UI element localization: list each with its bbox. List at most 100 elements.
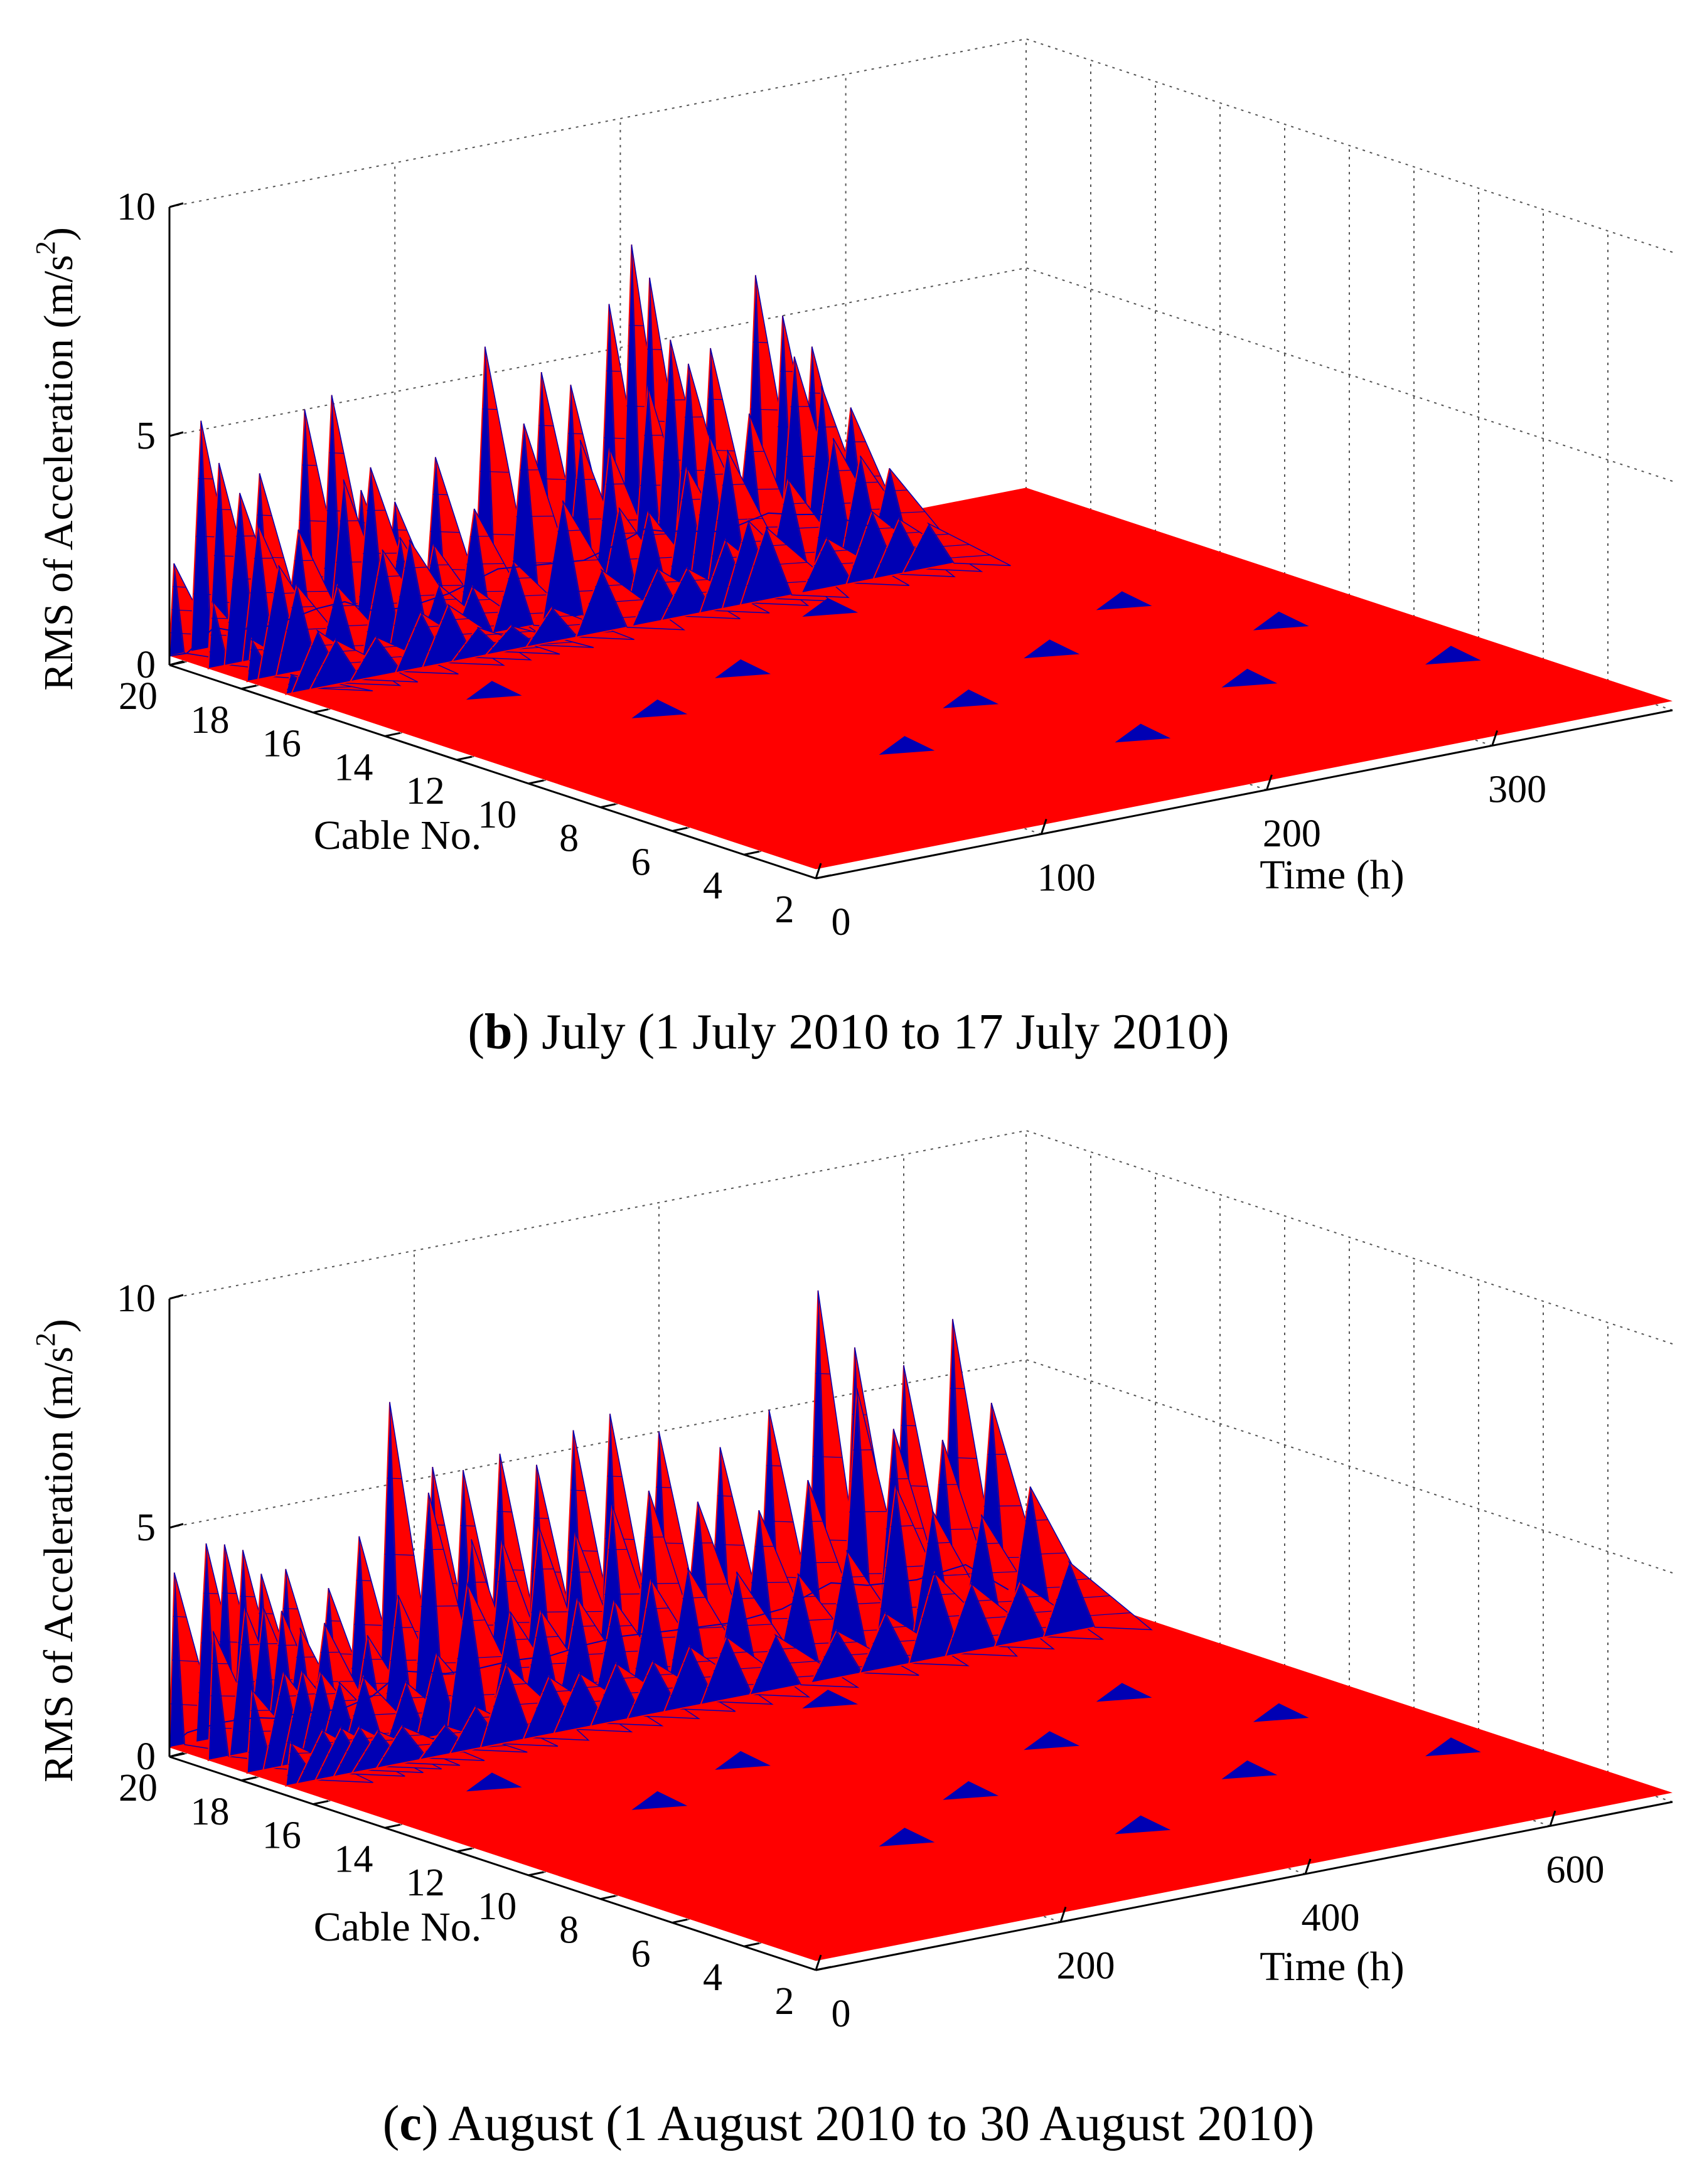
z-tick-mark bbox=[169, 1523, 184, 1529]
surface-mesh-edge bbox=[467, 599, 491, 601]
surface-mesh-edge bbox=[682, 1597, 705, 1599]
surface-mesh-edge bbox=[497, 1511, 512, 1513]
z-axis-label-close: ) bbox=[36, 1319, 82, 1333]
surface-mesh-edge bbox=[332, 605, 355, 607]
surface-mesh-edge bbox=[830, 1641, 857, 1644]
surface-mesh-edge bbox=[759, 544, 787, 547]
surface-mesh-edge bbox=[643, 533, 666, 536]
surface-fleck bbox=[943, 1781, 999, 1800]
surface-mesh-edge bbox=[503, 594, 549, 598]
surface-mesh-edge bbox=[680, 578, 708, 582]
surface-mesh-edge bbox=[222, 1592, 237, 1594]
surface-fleck bbox=[1024, 1731, 1080, 1750]
z-axis-label: RMS of Acceleration (m/s2) bbox=[30, 227, 82, 691]
x-axis-label: Time (h) bbox=[1260, 852, 1404, 898]
z-tick-label: 10 bbox=[117, 1277, 156, 1320]
z-tick-mark bbox=[169, 1294, 184, 1300]
surface-mesh-edge bbox=[430, 531, 460, 533]
surface-mesh-edge bbox=[573, 1686, 601, 1689]
surface-mesh-edge bbox=[588, 599, 643, 604]
surface-mesh-edge bbox=[629, 324, 644, 326]
surface-fleck bbox=[879, 736, 935, 755]
z-axis-label-sup: 2 bbox=[30, 241, 61, 255]
surface-mesh-edge bbox=[595, 584, 623, 587]
surface-mesh-edge bbox=[645, 1607, 669, 1610]
surface-fleck bbox=[466, 681, 522, 700]
surface-mesh-edge bbox=[505, 631, 532, 634]
y-tick-label: 18 bbox=[190, 699, 229, 742]
x-tick-mark bbox=[815, 863, 822, 879]
surface-mesh-edge bbox=[855, 481, 878, 484]
surface-mesh-edge bbox=[457, 1656, 503, 1659]
surface-mesh-edge bbox=[879, 511, 926, 514]
grid-line-z-back bbox=[169, 1130, 1027, 1299]
surface-mesh-edge bbox=[909, 555, 990, 562]
surface-mesh-edge bbox=[787, 1619, 833, 1622]
x-tick-mark bbox=[1304, 1858, 1312, 1875]
surface-mesh-edge bbox=[722, 483, 746, 486]
surface-mesh-edge bbox=[462, 1619, 485, 1622]
surface-mesh-edge bbox=[715, 1543, 745, 1546]
surface-mesh-edge bbox=[1025, 1519, 1048, 1521]
surface-mesh-edge bbox=[707, 398, 723, 400]
surface-mesh-edge bbox=[482, 408, 498, 410]
surface-mesh-edge bbox=[479, 471, 510, 473]
surface-fleck bbox=[1024, 639, 1080, 659]
x-tick-label: 100 bbox=[1037, 856, 1096, 899]
surface-mesh-edge bbox=[302, 464, 317, 466]
surface-mesh-edge bbox=[420, 1605, 459, 1607]
surface-mesh-edge bbox=[433, 599, 457, 601]
surface-mesh-edge bbox=[441, 618, 469, 621]
surface-mesh-edge bbox=[828, 469, 851, 472]
surface-mesh-edge bbox=[545, 615, 573, 618]
surface-mesh-edge bbox=[609, 1676, 637, 1680]
surface-mesh-edge bbox=[641, 1582, 679, 1584]
surface-mesh-edge bbox=[329, 452, 344, 454]
surface-fleck bbox=[631, 1791, 688, 1810]
surface-mesh-edge bbox=[820, 550, 848, 553]
surface-mesh-edge bbox=[783, 503, 806, 505]
surface-mesh-edge bbox=[291, 605, 314, 608]
surface-fleck bbox=[1253, 611, 1309, 631]
y-axis-label: Cable No. bbox=[314, 812, 482, 858]
surface-mesh-edge bbox=[865, 527, 893, 530]
surface-mesh-edge bbox=[731, 1597, 754, 1600]
y-tick-mark bbox=[600, 1895, 616, 1900]
x-tick-label: 600 bbox=[1546, 1848, 1605, 1891]
surface-fleck bbox=[1115, 723, 1171, 743]
y-tick-label: 8 bbox=[559, 1909, 579, 1952]
y-axis-label: Cable No. bbox=[314, 1904, 482, 1950]
surface-mesh-edge bbox=[769, 1648, 796, 1651]
surface-mesh-edge bbox=[500, 1683, 527, 1686]
y-tick-mark bbox=[313, 708, 329, 714]
y-tick-mark bbox=[456, 1847, 473, 1853]
surface-mesh-edge bbox=[879, 1626, 906, 1629]
z-axis-label-main: RMS of Acceleration (m/s bbox=[36, 255, 82, 691]
caption-letter-c: c bbox=[399, 2096, 422, 2151]
grid-line-z-back bbox=[169, 267, 1027, 437]
surface-mesh-edge bbox=[354, 1624, 383, 1626]
z-axis-label: RMS of Acceleration (m/s2) bbox=[30, 1319, 82, 1782]
y-tick-mark bbox=[744, 850, 759, 856]
surface-ridge bbox=[169, 512, 868, 657]
surface-mesh-edge bbox=[1049, 1612, 1131, 1619]
y-tick-label: 12 bbox=[406, 1862, 445, 1904]
surface-mesh-edge bbox=[384, 1553, 414, 1556]
surface-fleck bbox=[802, 598, 859, 617]
surface-mesh-edge bbox=[535, 1636, 559, 1638]
surface-fleck bbox=[1115, 1815, 1171, 1835]
z-tick-label: 0 bbox=[136, 1735, 156, 1778]
surface-fleck bbox=[715, 1750, 771, 1770]
y-tick-mark bbox=[815, 1966, 832, 1971]
surface-mesh-edge bbox=[927, 1542, 950, 1544]
x-tick-mark bbox=[1059, 1906, 1067, 1922]
surface-fleck bbox=[943, 689, 999, 708]
y-tick-label: 10 bbox=[478, 1885, 517, 1928]
surface-mesh-edge bbox=[713, 1666, 768, 1671]
x-tick-mark bbox=[815, 1954, 822, 1971]
surface-mesh-edge bbox=[646, 1673, 674, 1676]
z-axis-label-close: ) bbox=[36, 227, 82, 241]
surface-mesh-edge bbox=[647, 348, 662, 350]
surface-mesh-edge bbox=[432, 494, 448, 496]
